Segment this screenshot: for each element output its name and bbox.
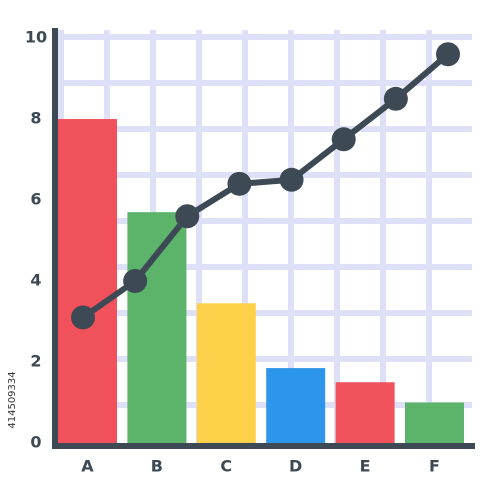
y-tick-label: 0 [30, 433, 41, 452]
x-tick-label: C [220, 457, 232, 476]
x-tick-label: D [289, 457, 302, 476]
bar [127, 212, 187, 443]
bar [266, 368, 326, 443]
x-tick-label: F [429, 457, 440, 476]
line-point [383, 86, 408, 111]
y-tick-label: 6 [30, 190, 41, 209]
bar [335, 382, 395, 443]
line-point [123, 269, 148, 294]
x-tick-label: E [360, 457, 371, 476]
line-point [227, 171, 252, 196]
x-tick-label: A [81, 457, 94, 476]
bar [196, 303, 256, 443]
line-point [331, 127, 356, 152]
bar [405, 402, 464, 443]
line-point [71, 305, 95, 330]
line-point [279, 167, 304, 192]
watermark: 414509334 [7, 371, 18, 428]
bar [58, 119, 117, 443]
x-tick-label: B [151, 457, 163, 476]
y-tick-label: 2 [30, 352, 41, 371]
line-point [436, 42, 460, 67]
y-tick-label: 10 [25, 28, 47, 47]
line-point [175, 204, 200, 229]
y-tick-label: 8 [30, 109, 41, 128]
grid-background [58, 30, 472, 443]
y-tick-label: 4 [30, 271, 41, 290]
